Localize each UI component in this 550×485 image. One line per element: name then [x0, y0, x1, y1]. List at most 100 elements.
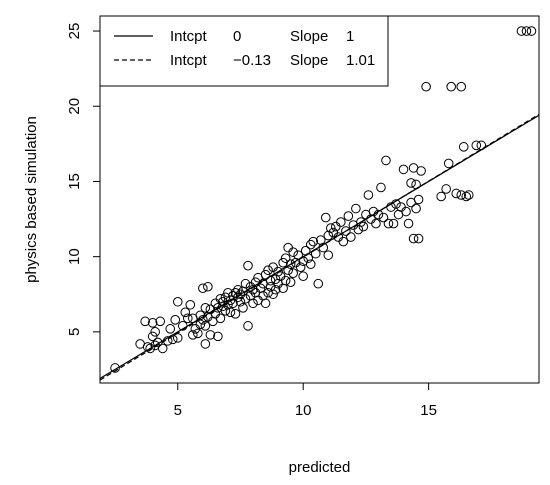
x-tick-label: 5	[174, 402, 182, 419]
data-point	[338, 236, 349, 247]
data-point	[278, 257, 288, 268]
data-point	[142, 342, 153, 352]
data-point	[235, 296, 246, 307]
data-point	[378, 212, 389, 223]
data-point	[411, 203, 421, 214]
data-point	[280, 253, 291, 263]
data-point	[152, 337, 163, 348]
data-point	[238, 302, 248, 313]
data-point	[228, 298, 238, 309]
data-point	[305, 259, 316, 269]
data-point	[320, 212, 331, 223]
data-point	[260, 298, 271, 309]
data-point	[441, 184, 451, 194]
legend-entry-solid: Intcpt 0 Slope 1	[114, 28, 354, 45]
data-point	[177, 321, 188, 331]
data-point	[288, 268, 298, 279]
y-tick-label: 20	[66, 98, 83, 115]
data-point	[145, 343, 155, 354]
data-point	[356, 217, 366, 227]
data-points	[110, 26, 537, 373]
data-point	[516, 26, 527, 36]
y-tick-label: 15	[66, 173, 83, 190]
data-point	[408, 233, 419, 244]
data-point	[401, 206, 411, 217]
data-point	[305, 239, 316, 250]
data-point	[463, 190, 474, 200]
data-point	[421, 81, 431, 92]
legend-intercept-label: Intcpt	[170, 28, 208, 45]
data-point	[398, 164, 409, 175]
data-point	[526, 26, 537, 36]
data-point	[298, 271, 308, 282]
data-point	[310, 248, 321, 259]
data-point	[456, 190, 467, 200]
data-point	[461, 191, 472, 202]
legend-intercept-value: −0.13	[233, 52, 271, 69]
data-point	[165, 324, 176, 334]
legend-intercept-value: 0	[233, 28, 241, 45]
data-point	[285, 259, 296, 269]
legend: Intcpt 0 Slope 1 Intcpt −0.13 Slope 1.01	[99, 15, 389, 87]
data-point	[376, 182, 386, 193]
data-point	[198, 315, 208, 325]
y-tick-label: 10	[66, 248, 83, 265]
fit-lines	[100, 113, 539, 381]
data-point	[195, 310, 206, 321]
data-point	[193, 328, 203, 339]
data-point	[162, 336, 173, 346]
legend-slope-value: 1.01	[346, 52, 375, 69]
data-point	[318, 242, 329, 253]
data-point	[381, 155, 391, 166]
data-point	[406, 178, 416, 188]
data-point	[403, 218, 414, 229]
data-point	[200, 339, 211, 349]
x-tick-label: 15	[420, 402, 437, 419]
data-point	[416, 166, 426, 176]
data-point	[225, 307, 236, 318]
data-point	[215, 313, 226, 324]
y-axis: 5 10 15 20 25	[66, 23, 101, 336]
data-point	[293, 250, 303, 260]
data-point	[476, 140, 487, 151]
data-point	[368, 206, 379, 217]
data-point	[336, 217, 346, 227]
data-point	[250, 277, 261, 288]
data-point	[205, 330, 216, 340]
data-point	[308, 236, 319, 247]
data-point	[341, 226, 351, 236]
data-point	[243, 260, 253, 271]
data-point	[243, 321, 253, 331]
data-point	[110, 363, 120, 373]
legend-slope-value: 1	[346, 28, 354, 45]
data-point	[268, 289, 278, 300]
data-point	[200, 321, 211, 331]
data-point	[373, 209, 384, 220]
data-point	[240, 293, 251, 304]
data-point	[233, 284, 243, 295]
data-point	[521, 26, 532, 36]
data-point	[268, 262, 278, 272]
legend-slope-label: Slope	[290, 28, 328, 45]
data-point	[323, 250, 334, 260]
data-point	[263, 265, 273, 275]
data-point	[260, 269, 271, 280]
data-point	[172, 296, 183, 307]
data-point	[147, 318, 158, 328]
data-point	[391, 199, 401, 209]
data-point	[343, 211, 354, 221]
data-point	[200, 302, 211, 313]
data-point	[456, 81, 467, 92]
data-point	[283, 242, 293, 253]
data-point	[155, 316, 166, 327]
legend-intercept-label: Intcpt	[170, 52, 208, 69]
data-point	[386, 202, 396, 212]
data-point	[270, 284, 281, 295]
data-point	[346, 232, 356, 242]
data-point	[325, 223, 336, 233]
data-point	[240, 278, 251, 289]
data-point	[280, 275, 291, 286]
data-point	[150, 327, 160, 337]
y-tick-label: 5	[66, 328, 83, 336]
